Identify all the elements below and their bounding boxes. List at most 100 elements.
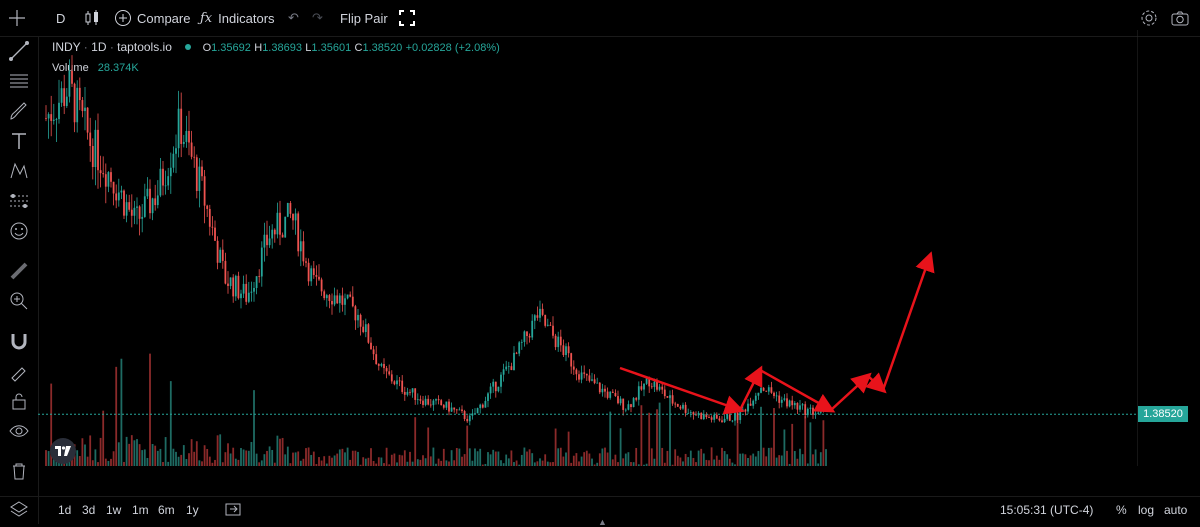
zoom-in-icon[interactable] xyxy=(8,290,30,312)
candle-body xyxy=(91,145,94,168)
range-1w[interactable]: 1w xyxy=(106,503,122,517)
lock-icon[interactable] xyxy=(8,390,30,412)
log-toggle[interactable]: log xyxy=(1138,503,1155,517)
lock-drawing-icon[interactable] xyxy=(8,360,30,382)
fullscreen-icon[interactable] xyxy=(398,8,416,28)
range-1d[interactable]: 1d xyxy=(58,503,72,517)
trend-line-icon[interactable] xyxy=(8,40,30,62)
volume-bar xyxy=(110,458,112,466)
candle-body xyxy=(773,392,775,396)
volume-bar xyxy=(364,458,367,466)
volume-bar xyxy=(546,461,549,466)
indicators-button[interactable]: ƒx Indicators xyxy=(200,8,275,28)
candle-body xyxy=(669,395,671,398)
magnet-icon[interactable] xyxy=(8,330,30,352)
volume-bar xyxy=(115,366,118,466)
pattern-icon[interactable] xyxy=(8,160,30,182)
volume-bar xyxy=(203,445,206,466)
trend-arrow[interactable] xyxy=(881,251,935,391)
volume-bar xyxy=(284,454,287,466)
settings-gear-icon[interactable] xyxy=(1140,8,1158,28)
candle-body xyxy=(723,418,726,423)
prediction-icon[interactable] xyxy=(8,190,30,212)
volume-bar xyxy=(336,453,339,466)
volume-bar xyxy=(78,456,81,466)
ruler-icon[interactable] xyxy=(8,260,30,282)
compare-label: Compare xyxy=(137,10,191,26)
candle-body xyxy=(510,366,513,371)
volume-bar xyxy=(354,450,357,466)
candle-body xyxy=(141,216,144,219)
trend-arrow[interactable] xyxy=(830,372,872,411)
volume-bar xyxy=(645,463,648,466)
compare-button[interactable]: Compare xyxy=(114,8,190,28)
volume-bar xyxy=(762,447,765,466)
trend-arrow[interactable] xyxy=(619,366,745,415)
clock-time[interactable]: 15:05:31 (UTC-4) xyxy=(1000,503,1094,517)
volume-bar xyxy=(575,453,578,466)
candle-body xyxy=(528,335,531,338)
text-tool-icon[interactable] xyxy=(8,130,30,152)
volume-bar xyxy=(619,428,622,466)
eye-icon[interactable] xyxy=(8,420,30,442)
brush-icon[interactable] xyxy=(8,100,30,122)
layers-icon[interactable] xyxy=(8,498,30,520)
candle-body xyxy=(310,268,313,282)
candle-body xyxy=(110,172,112,182)
trash-icon[interactable] xyxy=(8,460,30,482)
candle-body xyxy=(136,206,138,208)
trend-arrow[interactable] xyxy=(865,372,887,394)
flip-pair-button[interactable]: Flip Pair xyxy=(340,10,388,26)
candle-body xyxy=(562,345,565,356)
close-label: C xyxy=(354,42,363,54)
volume-bar xyxy=(396,462,398,466)
candle-body xyxy=(520,341,523,343)
candle-body xyxy=(487,393,489,401)
candle-body xyxy=(305,261,307,263)
percent-toggle[interactable]: % xyxy=(1116,503,1127,517)
volume-bar xyxy=(432,447,435,466)
tradingview-logo[interactable] xyxy=(50,438,76,464)
candle-body xyxy=(747,403,749,412)
range-1y[interactable]: 1y xyxy=(186,503,199,517)
volume-bar xyxy=(471,460,474,466)
candle-body xyxy=(81,100,84,112)
candle-body xyxy=(107,172,110,187)
interval-button[interactable]: D xyxy=(56,10,66,26)
auto-toggle[interactable]: auto xyxy=(1164,503,1188,517)
crosshair-icon[interactable] xyxy=(8,8,30,28)
candle-body xyxy=(533,315,536,321)
price-chart[interactable]: 7.500007.000006.500006.000005.500005.000… xyxy=(38,30,1138,466)
horizontal-lines-icon[interactable] xyxy=(8,70,30,92)
redo-icon[interactable]: ↷ xyxy=(312,10,323,25)
goto-date-icon[interactable] xyxy=(224,501,242,520)
volume-bar xyxy=(130,435,133,466)
candle-body xyxy=(492,381,495,387)
volume-bar xyxy=(289,463,292,466)
candle-body xyxy=(60,88,63,103)
volume-bar xyxy=(331,457,333,466)
range-6m[interactable]: 6m xyxy=(158,503,175,517)
trend-arrow[interactable] xyxy=(759,368,836,413)
candle-body xyxy=(648,378,651,387)
camera-icon[interactable] xyxy=(1170,8,1190,28)
volume-bar xyxy=(190,439,193,466)
candle-style-icon[interactable] xyxy=(84,8,100,28)
candle-body xyxy=(494,381,497,392)
candle-body xyxy=(253,287,255,292)
last-price-badge: 1.38520 xyxy=(1138,406,1188,422)
trend-arrow[interactable] xyxy=(738,365,763,411)
volume-bar xyxy=(518,464,521,466)
scroll-handle-icon[interactable]: ▲ xyxy=(598,517,607,527)
range-1m[interactable]: 1m xyxy=(132,503,149,517)
smiley-icon[interactable] xyxy=(8,220,30,242)
bottom-toolbar: 1d 3d 1w 1m 6m 1y 15:05:31 (UTC-4) % log… xyxy=(0,496,1200,527)
symbol-name[interactable]: INDY xyxy=(52,40,81,54)
range-3d[interactable]: 3d xyxy=(82,503,96,517)
candle-body xyxy=(175,148,177,154)
candle-body xyxy=(539,308,541,318)
volume-bar xyxy=(357,451,359,466)
candle-body xyxy=(393,381,396,385)
candle-body xyxy=(219,249,222,263)
undo-icon[interactable]: ↶ xyxy=(288,10,299,25)
